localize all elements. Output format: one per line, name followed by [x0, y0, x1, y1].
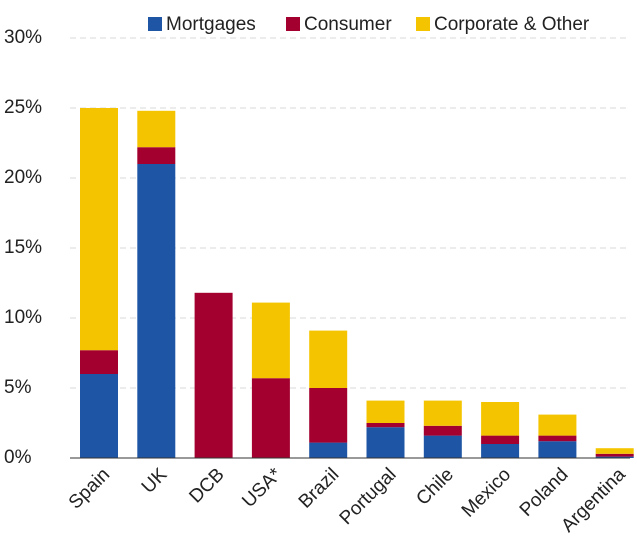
bar-segment — [309, 330, 348, 388]
x-tick-label: Mexico — [458, 464, 515, 521]
bar-segment — [481, 402, 520, 436]
y-tick-label: 10% — [4, 307, 42, 328]
bar-segment — [309, 442, 348, 458]
x-tick-label: DCB — [185, 464, 228, 507]
bar-segment — [481, 444, 520, 458]
bar-segment — [366, 400, 405, 423]
bar-segment — [137, 147, 176, 164]
bar-segment — [309, 388, 348, 443]
x-tick-label: Spain — [65, 464, 114, 513]
legend-swatch — [148, 17, 162, 31]
bar-segment — [366, 427, 405, 458]
y-tick-label: 0% — [4, 447, 32, 468]
bar-segment — [366, 423, 405, 428]
bar-segment — [423, 425, 462, 436]
bar-segment — [538, 414, 577, 436]
y-tick-label: 15% — [4, 237, 42, 258]
legend-swatch — [416, 17, 430, 31]
bar-segment — [538, 441, 577, 458]
bar-segment — [538, 435, 577, 442]
bar-segment — [137, 164, 176, 458]
bar-segment — [481, 435, 520, 444]
x-tick-label: Poland — [516, 464, 573, 521]
bar-segment — [251, 302, 290, 379]
bar-segment — [137, 110, 176, 148]
x-tick-label: Argentina — [557, 464, 630, 537]
x-tick-label: Chile — [412, 464, 457, 509]
bar-segment — [595, 453, 634, 457]
y-tick-label: 20% — [4, 167, 42, 188]
legend-swatch — [286, 17, 300, 31]
legend-label: Consumer — [304, 14, 392, 35]
legend-label: Mortgages — [166, 14, 256, 35]
bar-segment — [80, 374, 118, 458]
bar-segment — [80, 108, 118, 351]
bar-segment — [595, 456, 634, 458]
x-tick-label: USA* — [238, 464, 286, 512]
bar-segment — [423, 435, 462, 458]
bar-segment — [194, 292, 233, 458]
y-tick-label: 30% — [4, 27, 42, 48]
bar-segment — [80, 350, 118, 374]
y-tick-label: 5% — [4, 377, 32, 398]
bar-segment — [423, 400, 462, 426]
x-tick-label: UK — [138, 464, 172, 498]
x-tick-label: Brazil — [295, 464, 343, 512]
x-tick-label: Portugal — [336, 464, 401, 529]
y-tick-label: 25% — [4, 97, 42, 118]
bar-segment — [251, 378, 290, 458]
bar-segment — [595, 448, 634, 454]
legend-label: Corporate & Other — [434, 14, 590, 35]
